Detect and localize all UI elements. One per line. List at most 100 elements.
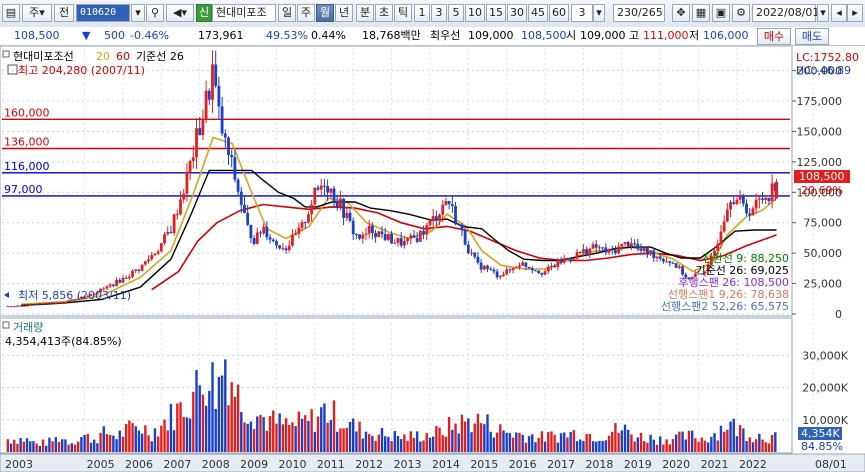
volume-bar bbox=[579, 439, 582, 452]
candle-body bbox=[16, 305, 19, 307]
collapse-icon[interactable] bbox=[2, 50, 10, 58]
candle-body bbox=[524, 262, 528, 267]
candle-body bbox=[76, 298, 80, 300]
code-dropdown[interactable]: ▾ bbox=[131, 4, 145, 22]
volume-bar bbox=[160, 425, 163, 452]
interval-button[interactable]: 30 bbox=[507, 4, 527, 22]
candle-body bbox=[498, 276, 502, 278]
volume-bar bbox=[508, 433, 512, 452]
candle-body bbox=[95, 292, 99, 294]
candle-body bbox=[358, 234, 361, 239]
volume-bar bbox=[192, 391, 195, 452]
grid-icon[interactable]: ▦ bbox=[692, 4, 710, 22]
candle-body bbox=[354, 234, 358, 236]
stock-code-input[interactable]: 010620 bbox=[76, 4, 130, 22]
buy-button[interactable]: 매수 bbox=[757, 28, 791, 45]
period-tab-second[interactable]: 초 bbox=[375, 4, 393, 22]
price-tick-label: 0 bbox=[835, 308, 842, 321]
volume-bar bbox=[105, 434, 109, 452]
sell-button[interactable]: 매도 bbox=[795, 28, 829, 45]
candle-body bbox=[454, 206, 457, 224]
candle-body bbox=[121, 277, 125, 283]
interval-button[interactable]: 1 bbox=[414, 4, 430, 22]
candle-body bbox=[562, 258, 566, 263]
volume-bar bbox=[163, 419, 166, 452]
price-tick-label: 125,000 bbox=[797, 156, 843, 169]
candle-body bbox=[86, 295, 90, 297]
menu-icon[interactable]: ▤ bbox=[2, 4, 20, 22]
lc-label: LC:1752.80 bbox=[796, 51, 859, 64]
volume-bar bbox=[748, 437, 751, 452]
volume-bar bbox=[726, 429, 729, 452]
volume-bar bbox=[761, 439, 764, 452]
crosshair-icon[interactable]: ✥ bbox=[672, 4, 690, 22]
time-tick-label: 2015 bbox=[470, 458, 498, 471]
candle-body bbox=[51, 302, 55, 304]
volume-bar bbox=[697, 441, 700, 452]
candle-body bbox=[140, 264, 144, 271]
turnover-percent: 0.44% bbox=[311, 29, 346, 42]
candle-body bbox=[323, 185, 326, 187]
next-icon[interactable]: ▸ bbox=[847, 4, 863, 22]
market-select[interactable]: 주▾ bbox=[22, 4, 52, 22]
count-input[interactable]: 3 bbox=[571, 4, 593, 22]
price-change: 500 bbox=[104, 29, 125, 42]
volume-bar bbox=[454, 423, 457, 452]
volume-bar bbox=[217, 376, 221, 452]
interval-button[interactable]: 45 bbox=[528, 4, 548, 22]
candle-body bbox=[386, 233, 390, 240]
candle-body bbox=[706, 264, 710, 272]
candle-body bbox=[57, 302, 61, 304]
interval-button[interactable]: 60 bbox=[549, 4, 569, 22]
volume-bar bbox=[64, 439, 67, 452]
candle-body bbox=[732, 202, 736, 204]
period-tab-month[interactable]: 월 bbox=[316, 4, 334, 22]
interval-button[interactable]: 10 bbox=[465, 4, 485, 22]
volume-bar bbox=[713, 433, 716, 452]
volume-bar bbox=[329, 420, 333, 452]
candle-body bbox=[38, 303, 42, 305]
candle-body bbox=[428, 220, 432, 226]
volume-bar bbox=[137, 430, 141, 452]
volume-bar bbox=[722, 431, 726, 452]
volume-bar bbox=[76, 441, 80, 452]
date-picker[interactable]: ▾ bbox=[817, 4, 829, 22]
period-tab-week[interactable]: 주 bbox=[297, 4, 315, 22]
candle-body bbox=[626, 242, 630, 247]
candle-body bbox=[159, 243, 163, 252]
volume-tick-label: 30,000K bbox=[802, 349, 848, 362]
gear-icon[interactable]: ⚙ bbox=[732, 4, 750, 22]
interval-button[interactable]: 3 bbox=[431, 4, 447, 22]
save-icon[interactable]: ▣ bbox=[712, 4, 730, 22]
candle-body bbox=[348, 212, 352, 221]
volume-bar bbox=[188, 418, 192, 452]
period-tab-tick[interactable]: 틱 bbox=[394, 4, 412, 22]
period-tab-minute[interactable]: 분 bbox=[356, 4, 374, 22]
collapse-icon[interactable] bbox=[2, 321, 10, 329]
candle-body bbox=[415, 237, 419, 242]
time-tick-label: 2006 bbox=[125, 458, 153, 471]
settings-icon[interactable] bbox=[7, 64, 18, 75]
period-tab-day[interactable]: 일 bbox=[278, 4, 296, 22]
interval-button[interactable]: 5 bbox=[448, 4, 464, 22]
period-tab-year[interactable]: 년 bbox=[335, 4, 353, 22]
low-label: 저 bbox=[689, 29, 700, 42]
interval-button[interactable]: 15 bbox=[486, 4, 506, 22]
prev-icon[interactable]: ◂ bbox=[831, 4, 847, 22]
type-label[interactable]: 전 bbox=[54, 4, 74, 22]
search-icon[interactable]: ⚲ bbox=[146, 4, 164, 22]
speaker-icon[interactable]: ◀▾ bbox=[166, 4, 194, 22]
candle-body bbox=[255, 232, 259, 244]
candle-body bbox=[342, 198, 346, 218]
candle-body bbox=[143, 261, 147, 265]
volume-bar bbox=[73, 444, 77, 452]
candle-body bbox=[553, 266, 557, 268]
candle-body bbox=[556, 259, 560, 268]
count-stepper[interactable]: ▾ bbox=[593, 4, 605, 22]
volume-bar bbox=[655, 444, 659, 452]
date-field[interactable]: 2022/08/01 bbox=[752, 4, 819, 22]
candle-body bbox=[700, 273, 704, 275]
candle-body bbox=[703, 271, 707, 274]
stock-chart[interactable]: 160,000 136,000 116,000 97,000 0 25,000 50,00… bbox=[0, 46, 865, 472]
volume-bar bbox=[256, 416, 259, 452]
